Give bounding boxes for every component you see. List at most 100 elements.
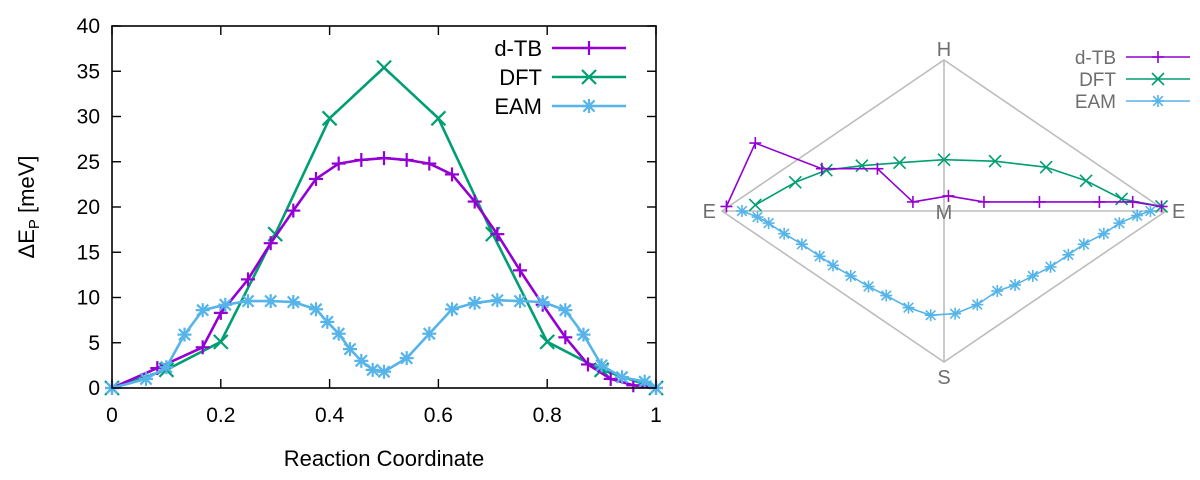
vertex-label-top: H	[937, 39, 951, 61]
data-point	[139, 371, 153, 386]
projection-point	[977, 195, 990, 208]
data-point	[576, 327, 591, 342]
projection-point	[924, 309, 937, 322]
projection-point	[720, 200, 733, 213]
legend-label: DFT	[499, 65, 542, 90]
projection-point	[1144, 205, 1157, 217]
data-point	[309, 302, 323, 317]
data-point	[213, 334, 229, 350]
projection-legend-entry: DFT	[1079, 70, 1190, 91]
data-point	[177, 327, 192, 342]
y-tick-label: 30	[77, 106, 100, 129]
legend-marker	[582, 99, 596, 113]
y-axis-label: ΔEP [meV]	[14, 156, 43, 259]
projection-point	[827, 259, 839, 272]
x-tick-label: 0.2	[206, 404, 235, 427]
projection-series-layer	[720, 137, 1169, 322]
legend-entry: EAM	[494, 94, 626, 119]
projection-point	[844, 269, 857, 282]
data-point	[309, 171, 323, 186]
data-point	[343, 342, 357, 357]
data-point	[539, 334, 555, 350]
data-point	[445, 167, 459, 182]
data-point	[331, 326, 346, 341]
projection-point	[971, 298, 984, 311]
y-tick-label: 0	[88, 377, 100, 400]
projection-legend-marker	[1152, 51, 1164, 63]
projection-point	[788, 175, 802, 189]
projection-point	[893, 156, 907, 170]
projection-point	[1062, 248, 1075, 261]
legend-entry: d-TB	[494, 36, 626, 61]
legend-entry: DFT	[499, 65, 626, 90]
projection-point	[991, 285, 1004, 298]
data-point	[377, 151, 391, 166]
data-point	[535, 295, 550, 310]
series-line	[111, 66, 657, 390]
series-layer	[104, 59, 664, 396]
legend-marker	[582, 41, 596, 55]
data-point	[490, 293, 505, 308]
projection-point	[1026, 269, 1039, 282]
legend: d-TB DFT EAM	[494, 36, 626, 119]
projection-point	[1009, 278, 1022, 291]
y-tick-label: 15	[77, 241, 100, 264]
data-point	[241, 272, 255, 287]
vertex-label-bottom: S	[937, 367, 950, 389]
projection-point	[1033, 195, 1046, 208]
data-point	[399, 152, 414, 167]
data-point	[376, 59, 392, 76]
data-point	[513, 294, 527, 309]
data-point	[195, 303, 210, 318]
projection-point	[988, 154, 1002, 168]
diamond-frame	[720, 59, 1168, 363]
projection-point	[748, 198, 762, 212]
data-point	[195, 340, 210, 355]
y-axis-label-main: ΔE	[14, 229, 39, 258]
projection-point	[906, 195, 919, 208]
x-tick-label: 0.8	[533, 404, 562, 427]
projection-point	[949, 307, 962, 320]
legend-label: EAM	[494, 94, 542, 119]
projection-point	[1155, 200, 1168, 213]
data-point	[286, 203, 301, 218]
projection-point	[1126, 195, 1139, 208]
projection-point	[1044, 260, 1057, 273]
data-point	[320, 314, 335, 329]
data-point	[241, 294, 255, 309]
series-eam	[105, 293, 663, 395]
data-point	[558, 330, 573, 345]
data-point	[331, 156, 346, 171]
data-point	[467, 194, 482, 209]
projection-point	[1115, 192, 1129, 206]
projection-series-eam	[735, 205, 1157, 322]
projection-point	[795, 238, 808, 251]
x-tick-label: 0	[106, 404, 118, 427]
data-point	[603, 371, 618, 386]
x-tick-label: 1	[650, 404, 662, 427]
projection-legend-label: d-TB	[1075, 48, 1116, 69]
projection-legend-entry: EAM	[1075, 92, 1190, 113]
projection-point	[815, 162, 828, 175]
data-point	[399, 351, 414, 366]
projection-series-dft	[748, 153, 1169, 214]
projection-point	[735, 205, 748, 217]
y-axis-label-unit: [meV]	[14, 156, 39, 220]
projection-point	[751, 211, 764, 224]
projection-point	[1079, 174, 1093, 188]
projection-legend-marker	[1152, 95, 1164, 107]
data-point	[615, 370, 629, 385]
projection-point	[1039, 160, 1053, 174]
data-point	[354, 152, 369, 167]
projection-point	[749, 137, 762, 150]
legend-marker	[581, 69, 597, 85]
series-line	[111, 156, 657, 390]
plot-frame	[111, 25, 657, 389]
projection-point	[1131, 209, 1144, 222]
projection-point	[855, 159, 869, 173]
